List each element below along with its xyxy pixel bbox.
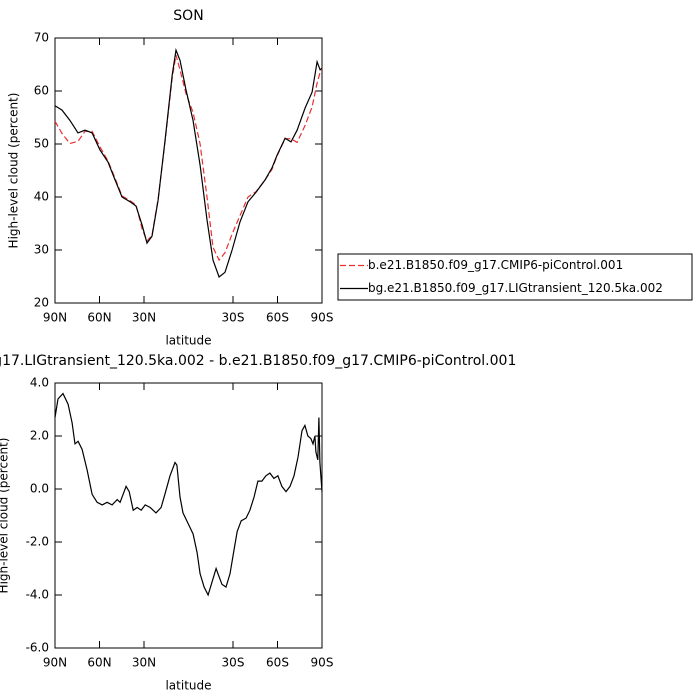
y-tick-label: 70 (34, 31, 49, 45)
x-tick-label: 30S (222, 311, 245, 325)
x-tick-label: 90S (311, 311, 334, 325)
x-tick-label: 60S (266, 311, 289, 325)
y-tick-label: 30 (34, 243, 49, 257)
x-tick-label: 90N (43, 656, 67, 670)
series-line (54, 47, 323, 278)
legend-label: b.e21.B1850.f09_g17.CMIP6-piControl.001 (368, 258, 623, 272)
legend-label: bg.e21.B1850.f09_g17.LIGtransient_120.5k… (368, 281, 663, 295)
legend-box (337, 253, 693, 301)
x-tick-label: 60N (87, 311, 111, 325)
plot-frame (54, 37, 323, 304)
x-tick-label: 30N (132, 656, 156, 670)
x-tick-label: 30S (222, 656, 245, 670)
plot-frame (54, 382, 323, 649)
y-tick-label: -2.0 (26, 535, 49, 549)
x-tick-label: 90N (43, 311, 67, 325)
x-tick-label: 60N (87, 656, 111, 670)
y-axis-label: High-level cloud (percent) (0, 438, 11, 594)
y-axis-label: High-level cloud (percent) (7, 93, 21, 249)
y-tick-label: 40 (34, 190, 49, 204)
chart-title: SON (173, 8, 203, 24)
x-tick-label: 60S (266, 656, 289, 670)
y-tick-label: -6.0 (26, 641, 49, 655)
y-tick-label: 60 (34, 84, 49, 98)
y-tick-label: -4.0 (26, 588, 49, 602)
x-tick-label: 90S (311, 656, 334, 670)
y-tick-label: 50 (34, 137, 49, 151)
y-tick-label: 0.0 (30, 482, 49, 496)
y-tick-label: 20 (34, 296, 49, 310)
y-tick-label: 4.0 (30, 376, 49, 390)
x-tick-label: 30N (132, 311, 156, 325)
chart-title: bg.e21.B1850.f09_g17.LIGtransient_120.5k… (0, 353, 516, 369)
y-tick-label: 2.0 (30, 429, 49, 443)
series-line (54, 54, 323, 262)
x-axis-label: latitude (165, 679, 211, 693)
x-axis-label: latitude (165, 334, 211, 348)
series-line (54, 392, 323, 597)
